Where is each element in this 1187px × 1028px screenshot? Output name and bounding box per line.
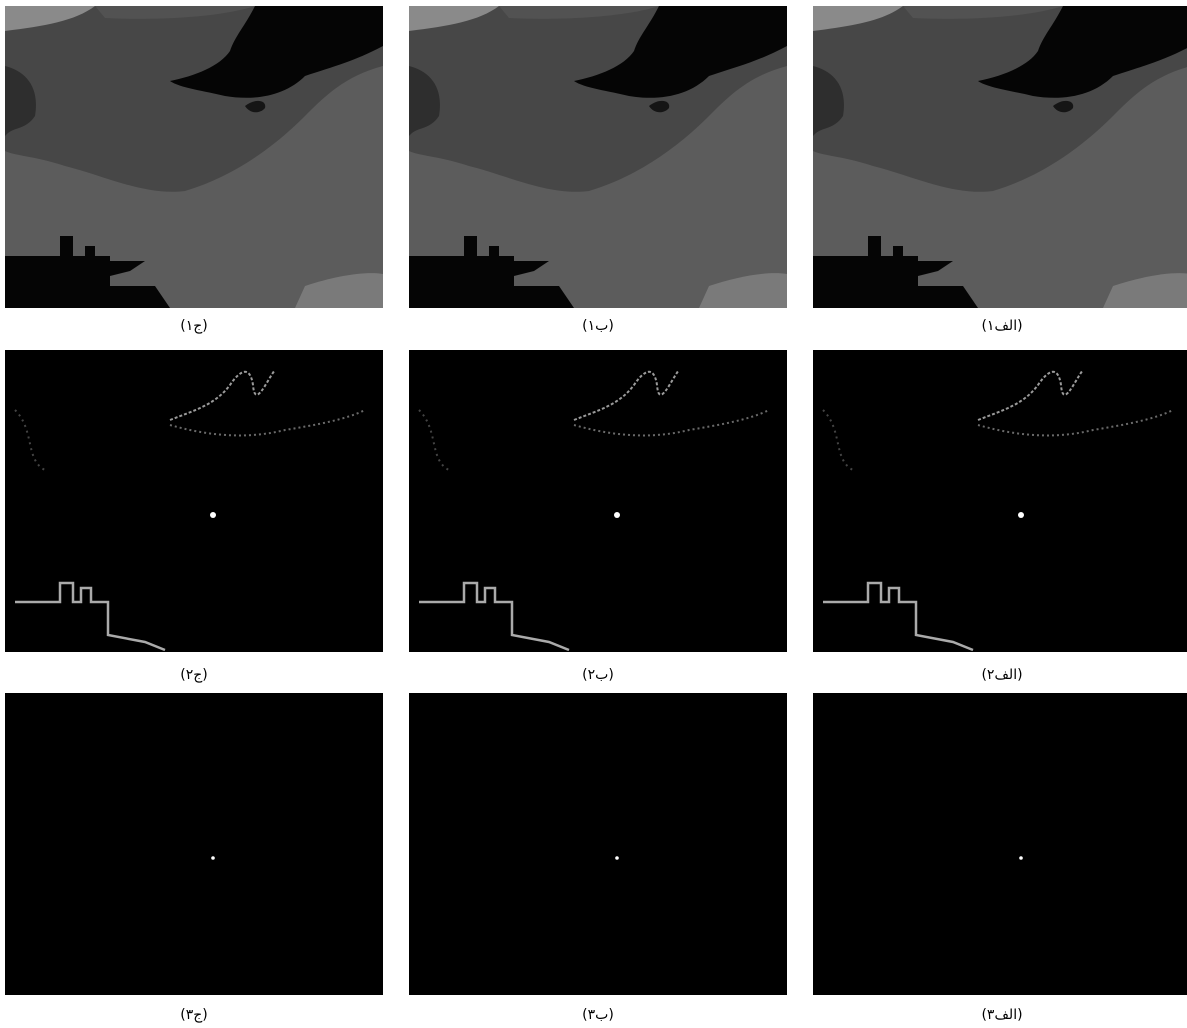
panel-image xyxy=(5,350,383,652)
panel-image xyxy=(409,350,787,652)
figure: (ج۱) (ب۱) (الف۱) (ج۲) (ب۲) (الف۲) (ج۳) (ب۳) (الف… xyxy=(0,0,1187,1028)
panel-image xyxy=(409,6,787,308)
panel-caption: (ج۱) xyxy=(180,318,208,334)
page: {"panels": [ [{"caption": "(ج۱)"}, {"cap… xyxy=(0,0,1187,1028)
panel-image xyxy=(813,6,1187,308)
panel-image xyxy=(813,350,1187,652)
panel-caption: (ج۳) xyxy=(180,1007,208,1023)
panel-image xyxy=(5,6,383,308)
panel-caption: (الف۱) xyxy=(981,318,1022,334)
panel-image xyxy=(813,693,1187,995)
panel-caption: (الف۲) xyxy=(981,667,1022,683)
panel-caption: (ب۲) xyxy=(582,667,614,683)
panel-caption: (ب۳) xyxy=(582,1007,614,1023)
panel-caption: (الف۳) xyxy=(981,1007,1022,1023)
panel-caption: (ب۱) xyxy=(582,318,614,334)
panel-caption: (ج۲) xyxy=(180,667,208,683)
panel-image xyxy=(5,693,383,995)
panel-image xyxy=(409,693,787,995)
